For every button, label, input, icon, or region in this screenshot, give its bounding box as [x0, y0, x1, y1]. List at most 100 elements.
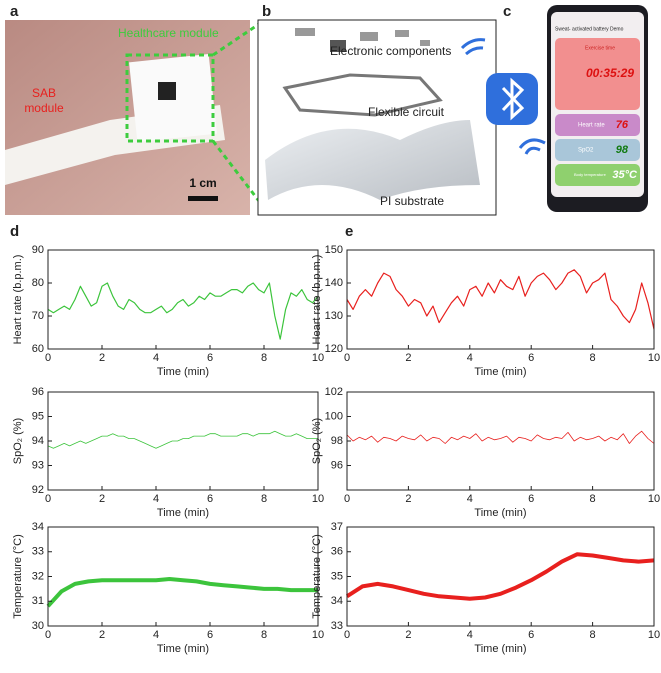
x-tick-label: 6: [528, 629, 534, 641]
axes-frame: [346, 249, 655, 350]
card: [555, 38, 640, 110]
y-tick-label: 140: [325, 277, 343, 289]
x-tick-label: 10: [648, 629, 660, 641]
x-tick-label: 2: [405, 629, 411, 641]
scale-bar: [188, 196, 218, 201]
zoom-line: [212, 20, 263, 57]
card: [555, 139, 640, 161]
x-tick-label: 2: [405, 352, 411, 364]
x-axis-label: Time (min): [474, 366, 526, 378]
phone-header: Sweat- activated battery Demo: [555, 26, 624, 32]
scale-label: 1 cm: [189, 176, 216, 190]
x-tick-label: 2: [405, 493, 411, 505]
y-tick-label: 96: [331, 459, 343, 471]
panel-label: a: [10, 3, 19, 20]
axes-frame: [47, 249, 319, 350]
x-tick-label: 0: [45, 352, 51, 364]
y-tick-label: 35: [331, 570, 343, 582]
components-illustration: [295, 28, 430, 52]
x-tick-label: 6: [207, 629, 213, 641]
y-tick-label: 92: [32, 484, 44, 496]
phone-label: Exercise time: [585, 45, 615, 51]
x-axis-label: Time (min): [157, 507, 209, 519]
x-tick-label: 6: [207, 352, 213, 364]
y-tick-label: 34: [331, 595, 343, 607]
y-tick-label: 80: [32, 277, 44, 289]
zoom-line: [211, 140, 264, 206]
x-tick-label: 6: [528, 352, 534, 364]
y-tick-label: 130: [325, 310, 343, 322]
y-tick-label: 33: [32, 546, 44, 558]
phone-value: 35°C: [612, 169, 638, 181]
x-axis-label: Time (min): [474, 643, 526, 655]
x-tick-label: 2: [99, 493, 105, 505]
x-tick-label: 8: [590, 352, 596, 364]
y-tick-label: 37: [331, 521, 343, 533]
wifi-icon: [518, 138, 546, 155]
x-tick-label: 4: [153, 629, 159, 641]
x-tick-label: 8: [590, 629, 596, 641]
x-tick-label: 10: [312, 629, 324, 641]
annotation: Flexible circuit: [368, 105, 445, 119]
y-axis-label: Temperature (°C): [12, 534, 24, 618]
panel-label: c: [503, 3, 511, 20]
y-tick-label: 34: [32, 521, 44, 533]
y-axis-label: Heart rate (b.p.m.): [311, 255, 323, 345]
data-line: [346, 430, 655, 444]
y-tick-label: 93: [32, 459, 44, 471]
wifi-icon: [460, 38, 486, 56]
y-axis-label: Temperature (°C): [311, 534, 323, 618]
annotation: SAB: [32, 86, 56, 100]
y-tick-label: 32: [32, 570, 44, 582]
annotation: Healthcare module: [118, 26, 219, 40]
x-tick-label: 4: [153, 352, 159, 364]
axes-frame: [47, 526, 319, 627]
card: [555, 114, 640, 136]
bluetooth-glyph: [501, 77, 525, 121]
panel-label: e: [345, 223, 353, 240]
phone-label: Heart rate: [578, 123, 605, 129]
axes-frame: [346, 526, 655, 627]
y-tick-label: 60: [32, 343, 44, 355]
phone-label: SpO2: [578, 148, 594, 154]
phone-value: 76: [616, 119, 629, 131]
highlight-box: [125, 53, 215, 143]
data-line: [346, 269, 655, 330]
x-tick-label: 8: [261, 629, 267, 641]
x-tick-label: 8: [590, 493, 596, 505]
x-tick-label: 8: [261, 352, 267, 364]
x-tick-label: 0: [344, 493, 350, 505]
phone-value: 00:35:29: [586, 66, 634, 80]
x-tick-label: 0: [45, 493, 51, 505]
substrate-illustration: [265, 120, 480, 200]
y-tick-label: 102: [325, 386, 343, 398]
annotation: Electronic components: [330, 44, 451, 58]
axes-frame: [346, 391, 655, 491]
y-tick-label: 95: [32, 410, 44, 422]
y-axis-label: SpO₂ (%): [12, 418, 24, 464]
x-tick-label: 10: [312, 493, 324, 505]
y-tick-label: 36: [331, 546, 343, 558]
x-tick-label: 2: [99, 629, 105, 641]
y-tick-label: 98: [331, 435, 343, 447]
x-tick-label: 10: [648, 493, 660, 505]
y-tick-label: 31: [32, 595, 44, 607]
data-line: [47, 282, 319, 340]
card: [555, 164, 640, 186]
x-tick-label: 4: [467, 352, 473, 364]
phone-value: 98: [616, 144, 629, 156]
panel-label: d: [10, 223, 19, 240]
x-tick-label: 0: [344, 629, 350, 641]
y-tick-label: 100: [325, 410, 343, 422]
y-tick-label: 150: [325, 244, 343, 256]
axes-frame: [47, 391, 319, 491]
data-line: [47, 430, 318, 449]
x-tick-label: 10: [312, 352, 324, 364]
x-tick-label: 6: [207, 493, 213, 505]
data-line: [345, 552, 655, 601]
x-tick-label: 2: [99, 352, 105, 364]
y-tick-label: 90: [32, 244, 44, 256]
x-tick-label: 4: [467, 629, 473, 641]
x-axis-label: Time (min): [157, 643, 209, 655]
